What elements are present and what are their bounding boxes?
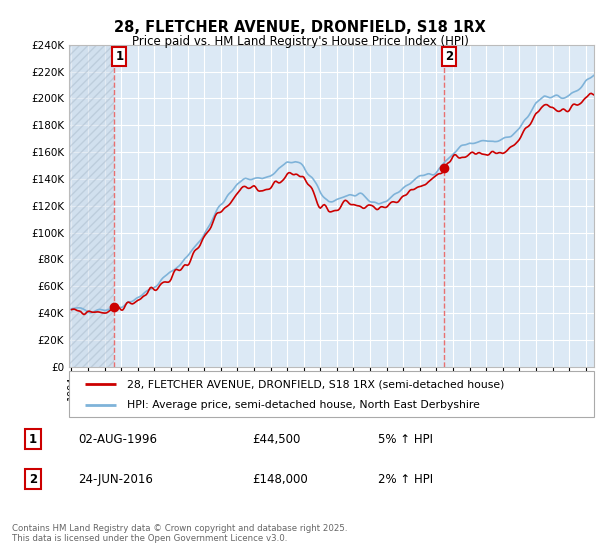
Text: 2: 2 bbox=[445, 50, 453, 63]
Bar bbox=[67, 45, 114, 367]
Text: 24-JUN-2016: 24-JUN-2016 bbox=[78, 473, 153, 486]
Text: 02-AUG-1996: 02-AUG-1996 bbox=[78, 432, 157, 446]
Text: Contains HM Land Registry data © Crown copyright and database right 2025.
This d: Contains HM Land Registry data © Crown c… bbox=[12, 524, 347, 543]
Text: £148,000: £148,000 bbox=[252, 473, 308, 486]
Text: 5% ↑ HPI: 5% ↑ HPI bbox=[378, 432, 433, 446]
Text: 2% ↑ HPI: 2% ↑ HPI bbox=[378, 473, 433, 486]
FancyBboxPatch shape bbox=[69, 371, 594, 417]
Text: 28, FLETCHER AVENUE, DRONFIELD, S18 1RX: 28, FLETCHER AVENUE, DRONFIELD, S18 1RX bbox=[114, 20, 486, 35]
Text: 2: 2 bbox=[29, 473, 37, 486]
Text: Price paid vs. HM Land Registry's House Price Index (HPI): Price paid vs. HM Land Registry's House … bbox=[131, 35, 469, 48]
Text: 28, FLETCHER AVENUE, DRONFIELD, S18 1RX (semi-detached house): 28, FLETCHER AVENUE, DRONFIELD, S18 1RX … bbox=[127, 379, 504, 389]
Text: £44,500: £44,500 bbox=[252, 432, 301, 446]
Text: 1: 1 bbox=[29, 432, 37, 446]
Text: HPI: Average price, semi-detached house, North East Derbyshire: HPI: Average price, semi-detached house,… bbox=[127, 400, 479, 410]
Text: 1: 1 bbox=[115, 50, 124, 63]
